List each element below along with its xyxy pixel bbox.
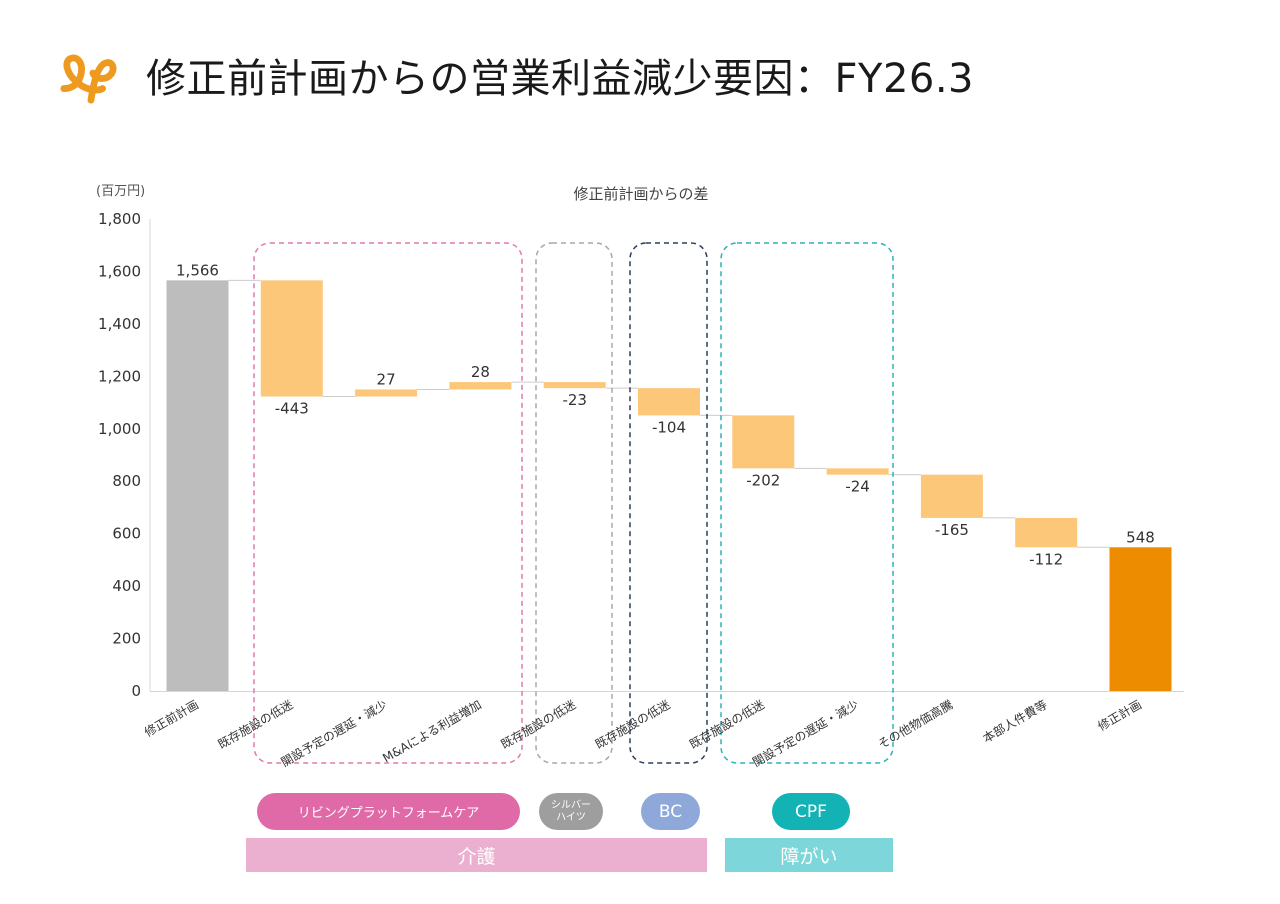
x-tick-label: 既存施設の低迷 (687, 697, 767, 752)
x-tick-label: 開設予定の遅延・減少 (750, 697, 861, 770)
bar (826, 468, 889, 475)
x-tick-label: 開設予定の遅延・減少 (278, 697, 389, 770)
group-box-bc (629, 242, 708, 764)
y-tick-label: 800 (112, 472, 141, 490)
y-tick-label: 600 (112, 525, 141, 543)
header: 修正前計画からの営業利益減少要因：FY26.3 (58, 44, 974, 106)
shougai-band: 障がい (725, 838, 893, 872)
x-tick-label: M&Aによる利益増加 (380, 697, 484, 765)
page-title: 修正前計画からの営業利益減少要因：FY26.3 (146, 56, 975, 102)
y-tick-label: 1,600 (98, 262, 141, 280)
y-tick-label: 1,400 (98, 315, 141, 333)
data-label: -104 (652, 418, 686, 436)
company-logo-icon (60, 54, 117, 104)
data-label: -24 (845, 478, 870, 496)
kaigo-band: 介護 (246, 838, 707, 872)
bar (543, 382, 606, 389)
y-tick-label: 0 (131, 682, 141, 700)
bar (920, 474, 983, 518)
y-tick-label: 200 (112, 630, 141, 648)
unit-label: (百万円) (96, 184, 145, 199)
bc-pill: BC (641, 793, 700, 830)
bar (355, 389, 418, 397)
x-tick-label: 本部人件費等 (980, 697, 1050, 746)
bar (732, 415, 795, 469)
bar (260, 280, 323, 397)
data-label: 27 (377, 370, 396, 388)
x-tick-label: その他物価高騰 (875, 697, 955, 752)
x-tick-label: 既存施設の低迷 (592, 697, 672, 752)
y-tick-label: 1,000 (98, 420, 141, 438)
y-tick-label: 400 (112, 577, 141, 595)
bar (1109, 547, 1172, 691)
x-tick-label: 既存施設の低迷 (215, 697, 295, 752)
group-box-living-platform-care (253, 242, 523, 764)
cpf-pill: CPF (772, 793, 850, 830)
data-label: -443 (275, 400, 309, 418)
living-platform-care-pill: リビングプラットフォームケア (257, 793, 520, 830)
x-tick-label: 既存施設の低迷 (498, 697, 578, 752)
data-label: -165 (935, 521, 969, 539)
data-label: -23 (562, 391, 587, 409)
data-label: -202 (746, 471, 780, 489)
data-label: 548 (1126, 528, 1155, 546)
bar (166, 280, 229, 691)
x-tick-label: 修正前計画 (142, 697, 201, 740)
data-label: 1,566 (176, 261, 219, 279)
y-tick-label: 1,200 (98, 367, 141, 385)
bar (638, 388, 700, 416)
bar (449, 382, 512, 390)
chart-title: 修正前計画からの差 (573, 185, 708, 203)
group-box-cpf (720, 242, 894, 764)
data-label: -112 (1029, 550, 1063, 568)
bar (1015, 517, 1078, 548)
silver-heights-pill: シルバー ハイツ (539, 793, 603, 830)
group-box-silver-heights (535, 242, 613, 764)
y-tick-label: 1,800 (98, 210, 141, 228)
x-tick-label: 修正計画 (1095, 697, 1144, 734)
data-label: 28 (471, 363, 490, 381)
